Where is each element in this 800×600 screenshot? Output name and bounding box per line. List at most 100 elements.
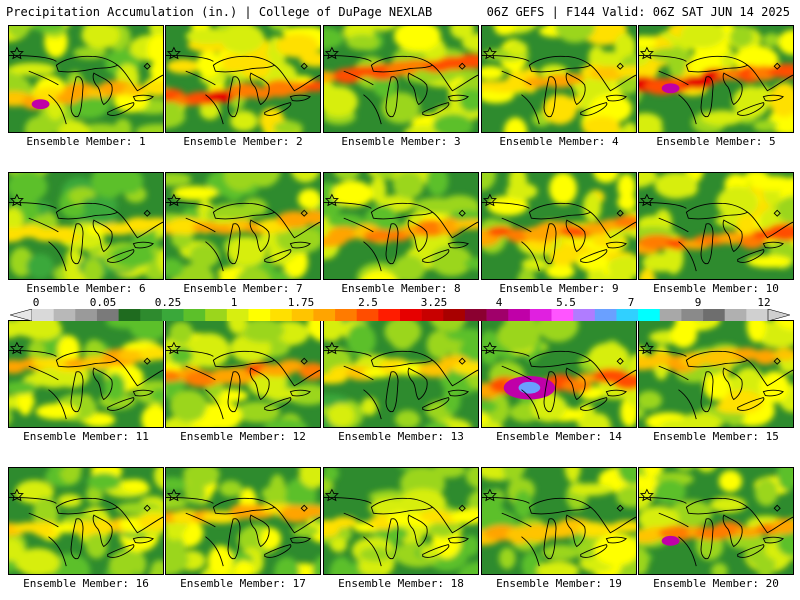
ensemble-member-map — [165, 320, 321, 428]
ensemble-member-label: Ensemble Member: 5 — [656, 135, 776, 148]
ensemble-member-map — [323, 320, 479, 428]
colorbar-swatch — [616, 309, 639, 321]
colorbar-swatch — [313, 309, 336, 321]
ensemble-member-label: Ensemble Member: 19 — [496, 577, 622, 590]
precipitation-field — [639, 468, 793, 574]
colorbar-tick-label: 0.25 — [154, 296, 182, 309]
ensemble-member-map — [481, 467, 637, 575]
colorbar-swatch — [140, 309, 163, 321]
colorbar-swatch — [464, 309, 487, 321]
ensemble-member-label: Ensemble Member: 12 — [180, 430, 306, 443]
colorbar-swatch — [32, 309, 54, 321]
colorbar-swatch — [486, 309, 509, 321]
colorbar-swatch — [226, 309, 249, 321]
colorbar-swatch — [724, 309, 747, 321]
precipitation-field — [324, 468, 478, 574]
precipitation-colorbar — [10, 309, 790, 321]
precipitation-field — [482, 26, 636, 132]
ensemble-member-label: Ensemble Member: 2 — [183, 135, 303, 148]
ensemble-member-map — [638, 467, 794, 575]
colorbar-tick-label: 9 — [694, 296, 702, 309]
colorbar-swatch — [659, 309, 682, 321]
ensemble-member-label: Ensemble Member: 7 — [183, 282, 303, 295]
colorbar-max-arrow — [767, 309, 790, 321]
ensemble-member-map — [481, 172, 637, 280]
ensemble-member-map — [8, 25, 164, 133]
colorbar-tick-label: 0.05 — [89, 296, 117, 309]
precipitation-field — [9, 173, 163, 279]
colorbar-swatch — [421, 309, 444, 321]
colorbar-tick-label: 7 — [627, 296, 635, 309]
precipitation-field — [482, 321, 636, 427]
colorbar-swatch — [594, 309, 617, 321]
colorbar-swatch — [529, 309, 552, 321]
colorbar-swatch — [508, 309, 531, 321]
ensemble-member-map — [8, 467, 164, 575]
colorbar-swatch — [551, 309, 574, 321]
colorbar-swatch — [248, 309, 271, 321]
ensemble-member-label: Ensemble Member: 1 — [26, 135, 146, 148]
precipitation-field — [324, 26, 478, 132]
colorbar-swatch — [75, 309, 98, 321]
colorbar-swatch — [681, 309, 704, 321]
precipitation-field — [639, 173, 793, 279]
ensemble-member-label: Ensemble Member: 15 — [653, 430, 779, 443]
run-info: 06Z GEFS | F144 Valid: 06Z SAT JUN 14 20… — [486, 5, 790, 19]
ensemble-member-map — [481, 320, 637, 428]
colorbar-swatch — [118, 309, 141, 321]
colorbar-tick-label: 3.25 — [420, 296, 448, 309]
precipitation-field — [9, 26, 163, 132]
precipitation-field — [639, 321, 793, 427]
precipitation-field — [166, 321, 320, 427]
ensemble-member-map — [165, 467, 321, 575]
precipitation-field — [482, 173, 636, 279]
colorbar-tick-label: 2.5 — [358, 296, 378, 309]
ensemble-member-label: Ensemble Member: 14 — [496, 430, 622, 443]
colorbar-swatch — [96, 309, 119, 321]
ensemble-member-map — [165, 25, 321, 133]
colorbar-swatch — [573, 309, 596, 321]
colorbar-tick-label: 5.5 — [556, 296, 576, 309]
precipitation-field — [166, 468, 320, 574]
precipitation-field — [324, 321, 478, 427]
precipitation-field — [166, 173, 320, 279]
ensemble-member-map — [8, 320, 164, 428]
colorbar-tick-label: 12 — [757, 296, 771, 309]
colorbar-min-arrow — [10, 309, 33, 321]
colorbar-swatch — [746, 309, 769, 321]
precipitation-field — [9, 468, 163, 574]
precipitation-field — [166, 26, 320, 132]
colorbar-swatch — [703, 309, 726, 321]
precipitation-field — [324, 173, 478, 279]
ensemble-member-label: Ensemble Member: 11 — [23, 430, 149, 443]
ensemble-member-map — [481, 25, 637, 133]
colorbar-swatch — [356, 309, 379, 321]
ensemble-member-map — [323, 172, 479, 280]
ensemble-member-label: Ensemble Member: 17 — [180, 577, 306, 590]
precipitation-field — [482, 468, 636, 574]
colorbar-swatch — [291, 309, 314, 321]
ensemble-member-map — [323, 25, 479, 133]
colorbar-tick-labels: 0 0.05 0.25 1 1.75 2.5 3.25 4 5.5 7 9 12 — [0, 297, 800, 309]
ensemble-member-map — [323, 467, 479, 575]
colorbar-swatch — [335, 309, 358, 321]
colorbar-swatch — [183, 309, 206, 321]
ensemble-member-label: Ensemble Member: 9 — [499, 282, 619, 295]
colorbar-swatch — [205, 309, 228, 321]
colorbar-tick-label: 4 — [495, 296, 503, 309]
map-title: Precipitation Accumulation (in.) | Colle… — [6, 5, 433, 19]
ensemble-member-label: Ensemble Member: 20 — [653, 577, 779, 590]
ensemble-member-label: Ensemble Member: 8 — [341, 282, 461, 295]
ensemble-member-label: Ensemble Member: 16 — [23, 577, 149, 590]
colorbar-swatch — [638, 309, 661, 321]
ensemble-member-label: Ensemble Member: 18 — [338, 577, 464, 590]
colorbar-swatch — [400, 309, 422, 321]
ensemble-member-label: Ensemble Member: 4 — [499, 135, 619, 148]
ensemble-member-label: Ensemble Member: 6 — [26, 282, 146, 295]
ensemble-member-label: Ensemble Member: 10 — [653, 282, 779, 295]
ensemble-member-label: Ensemble Member: 3 — [341, 135, 461, 148]
colorbar-swatch — [270, 309, 293, 321]
ensemble-member-map — [638, 172, 794, 280]
ensemble-member-map — [638, 320, 794, 428]
ensemble-member-map — [8, 172, 164, 280]
